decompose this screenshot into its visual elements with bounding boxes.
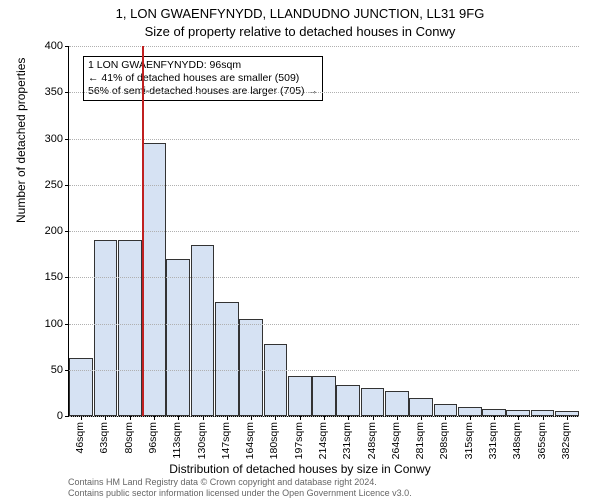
bar xyxy=(215,302,239,416)
x-tick-label: 96sqm xyxy=(147,422,159,454)
x-tick-mark xyxy=(275,416,276,420)
bar xyxy=(361,388,385,416)
bar xyxy=(69,358,93,416)
x-tick-label: 348sqm xyxy=(511,422,523,459)
x-tick-mark xyxy=(178,416,179,420)
bar xyxy=(312,376,336,416)
x-tick-label: 248sqm xyxy=(366,422,378,459)
bar xyxy=(458,407,482,416)
bar xyxy=(166,259,190,416)
title-line-1: 1, LON GWAENFYNYDD, LLANDUDNO JUNCTION, … xyxy=(0,6,600,21)
x-tick-mark xyxy=(567,416,568,420)
x-tick-label: 180sqm xyxy=(268,422,280,459)
x-tick-label: 214sqm xyxy=(317,422,329,459)
gridline-h xyxy=(69,185,579,186)
y-tick-label: 100 xyxy=(45,318,63,330)
gridline-h xyxy=(69,277,579,278)
x-tick-label: 281sqm xyxy=(414,422,426,459)
gridline-h xyxy=(69,324,579,325)
x-tick-mark xyxy=(348,416,349,420)
y-tick-mark xyxy=(65,370,69,371)
x-axis-label: Distribution of detached houses by size … xyxy=(0,462,600,476)
x-tick-label: 63sqm xyxy=(98,422,110,454)
y-tick-mark xyxy=(65,324,69,325)
title-line-2: Size of property relative to detached ho… xyxy=(0,24,600,39)
y-tick-mark xyxy=(65,231,69,232)
x-tick-label: 365sqm xyxy=(536,422,548,459)
footer-line-1: Contains HM Land Registry data © Crown c… xyxy=(68,477,412,487)
y-tick-label: 50 xyxy=(51,364,63,376)
x-tick-label: 130sqm xyxy=(196,422,208,459)
gridline-h xyxy=(69,92,579,93)
x-tick-label: 113sqm xyxy=(171,422,183,459)
x-tick-mark xyxy=(203,416,204,420)
bar xyxy=(385,391,409,416)
annotation-box: 1 LON GWAENFYNYDD: 96sqm ← 41% of detach… xyxy=(83,56,323,101)
y-tick-label: 400 xyxy=(45,40,63,52)
x-tick-mark xyxy=(470,416,471,420)
marker-line xyxy=(142,46,144,416)
x-tick-label: 298sqm xyxy=(438,422,450,459)
x-tick-mark xyxy=(300,416,301,420)
x-tick-mark xyxy=(251,416,252,420)
x-tick-label: 80sqm xyxy=(123,422,135,454)
annotation-line-1: 1 LON GWAENFYNYDD: 96sqm xyxy=(88,59,318,72)
gridline-h xyxy=(69,370,579,371)
bar xyxy=(409,398,433,417)
y-tick-label: 350 xyxy=(45,86,63,98)
bar xyxy=(118,240,142,416)
x-tick-mark xyxy=(227,416,228,420)
x-tick-label: 147sqm xyxy=(220,422,232,459)
x-tick-label: 315sqm xyxy=(463,422,475,459)
bar xyxy=(94,240,118,416)
x-tick-label: 331sqm xyxy=(487,422,499,459)
bar xyxy=(434,404,458,416)
x-tick-mark xyxy=(373,416,374,420)
x-tick-label: 197sqm xyxy=(293,422,305,459)
x-tick-mark xyxy=(324,416,325,420)
bar xyxy=(264,344,288,416)
y-tick-label: 150 xyxy=(45,271,63,283)
bar xyxy=(239,319,263,416)
x-tick-mark xyxy=(421,416,422,420)
y-tick-label: 300 xyxy=(45,133,63,145)
bar xyxy=(336,385,360,416)
bar xyxy=(191,245,215,416)
x-tick-mark xyxy=(543,416,544,420)
y-axis-label: Number of detached properties xyxy=(14,58,28,223)
y-tick-mark xyxy=(65,46,69,47)
bar xyxy=(482,409,506,416)
gridline-h xyxy=(69,46,579,47)
gridline-h xyxy=(69,139,579,140)
y-tick-label: 0 xyxy=(57,410,63,422)
x-tick-label: 164sqm xyxy=(244,422,256,459)
x-tick-mark xyxy=(130,416,131,420)
y-tick-label: 200 xyxy=(45,225,63,237)
x-tick-mark xyxy=(494,416,495,420)
y-tick-mark xyxy=(65,277,69,278)
x-tick-mark xyxy=(105,416,106,420)
chart-page: 1, LON GWAENFYNYDD, LLANDUDNO JUNCTION, … xyxy=(0,0,600,500)
gridline-h xyxy=(69,231,579,232)
footer-line-2: Contains public sector information licen… xyxy=(68,488,412,498)
x-tick-mark xyxy=(445,416,446,420)
x-tick-mark xyxy=(518,416,519,420)
x-tick-mark xyxy=(397,416,398,420)
bar xyxy=(288,376,312,416)
x-tick-mark xyxy=(154,416,155,420)
y-tick-mark xyxy=(65,92,69,93)
x-tick-label: 46sqm xyxy=(74,422,86,454)
x-tick-label: 231sqm xyxy=(341,422,353,459)
y-tick-mark xyxy=(65,416,69,417)
y-tick-mark xyxy=(65,185,69,186)
y-tick-mark xyxy=(65,139,69,140)
y-tick-label: 250 xyxy=(45,179,63,191)
x-tick-label: 382sqm xyxy=(560,422,572,459)
annotation-line-2: ← 41% of detached houses are smaller (50… xyxy=(88,72,318,85)
x-tick-mark xyxy=(81,416,82,420)
x-tick-label: 264sqm xyxy=(390,422,402,459)
plot-area: 1 LON GWAENFYNYDD: 96sqm ← 41% of detach… xyxy=(68,46,579,417)
footer: Contains HM Land Registry data © Crown c… xyxy=(68,477,412,498)
